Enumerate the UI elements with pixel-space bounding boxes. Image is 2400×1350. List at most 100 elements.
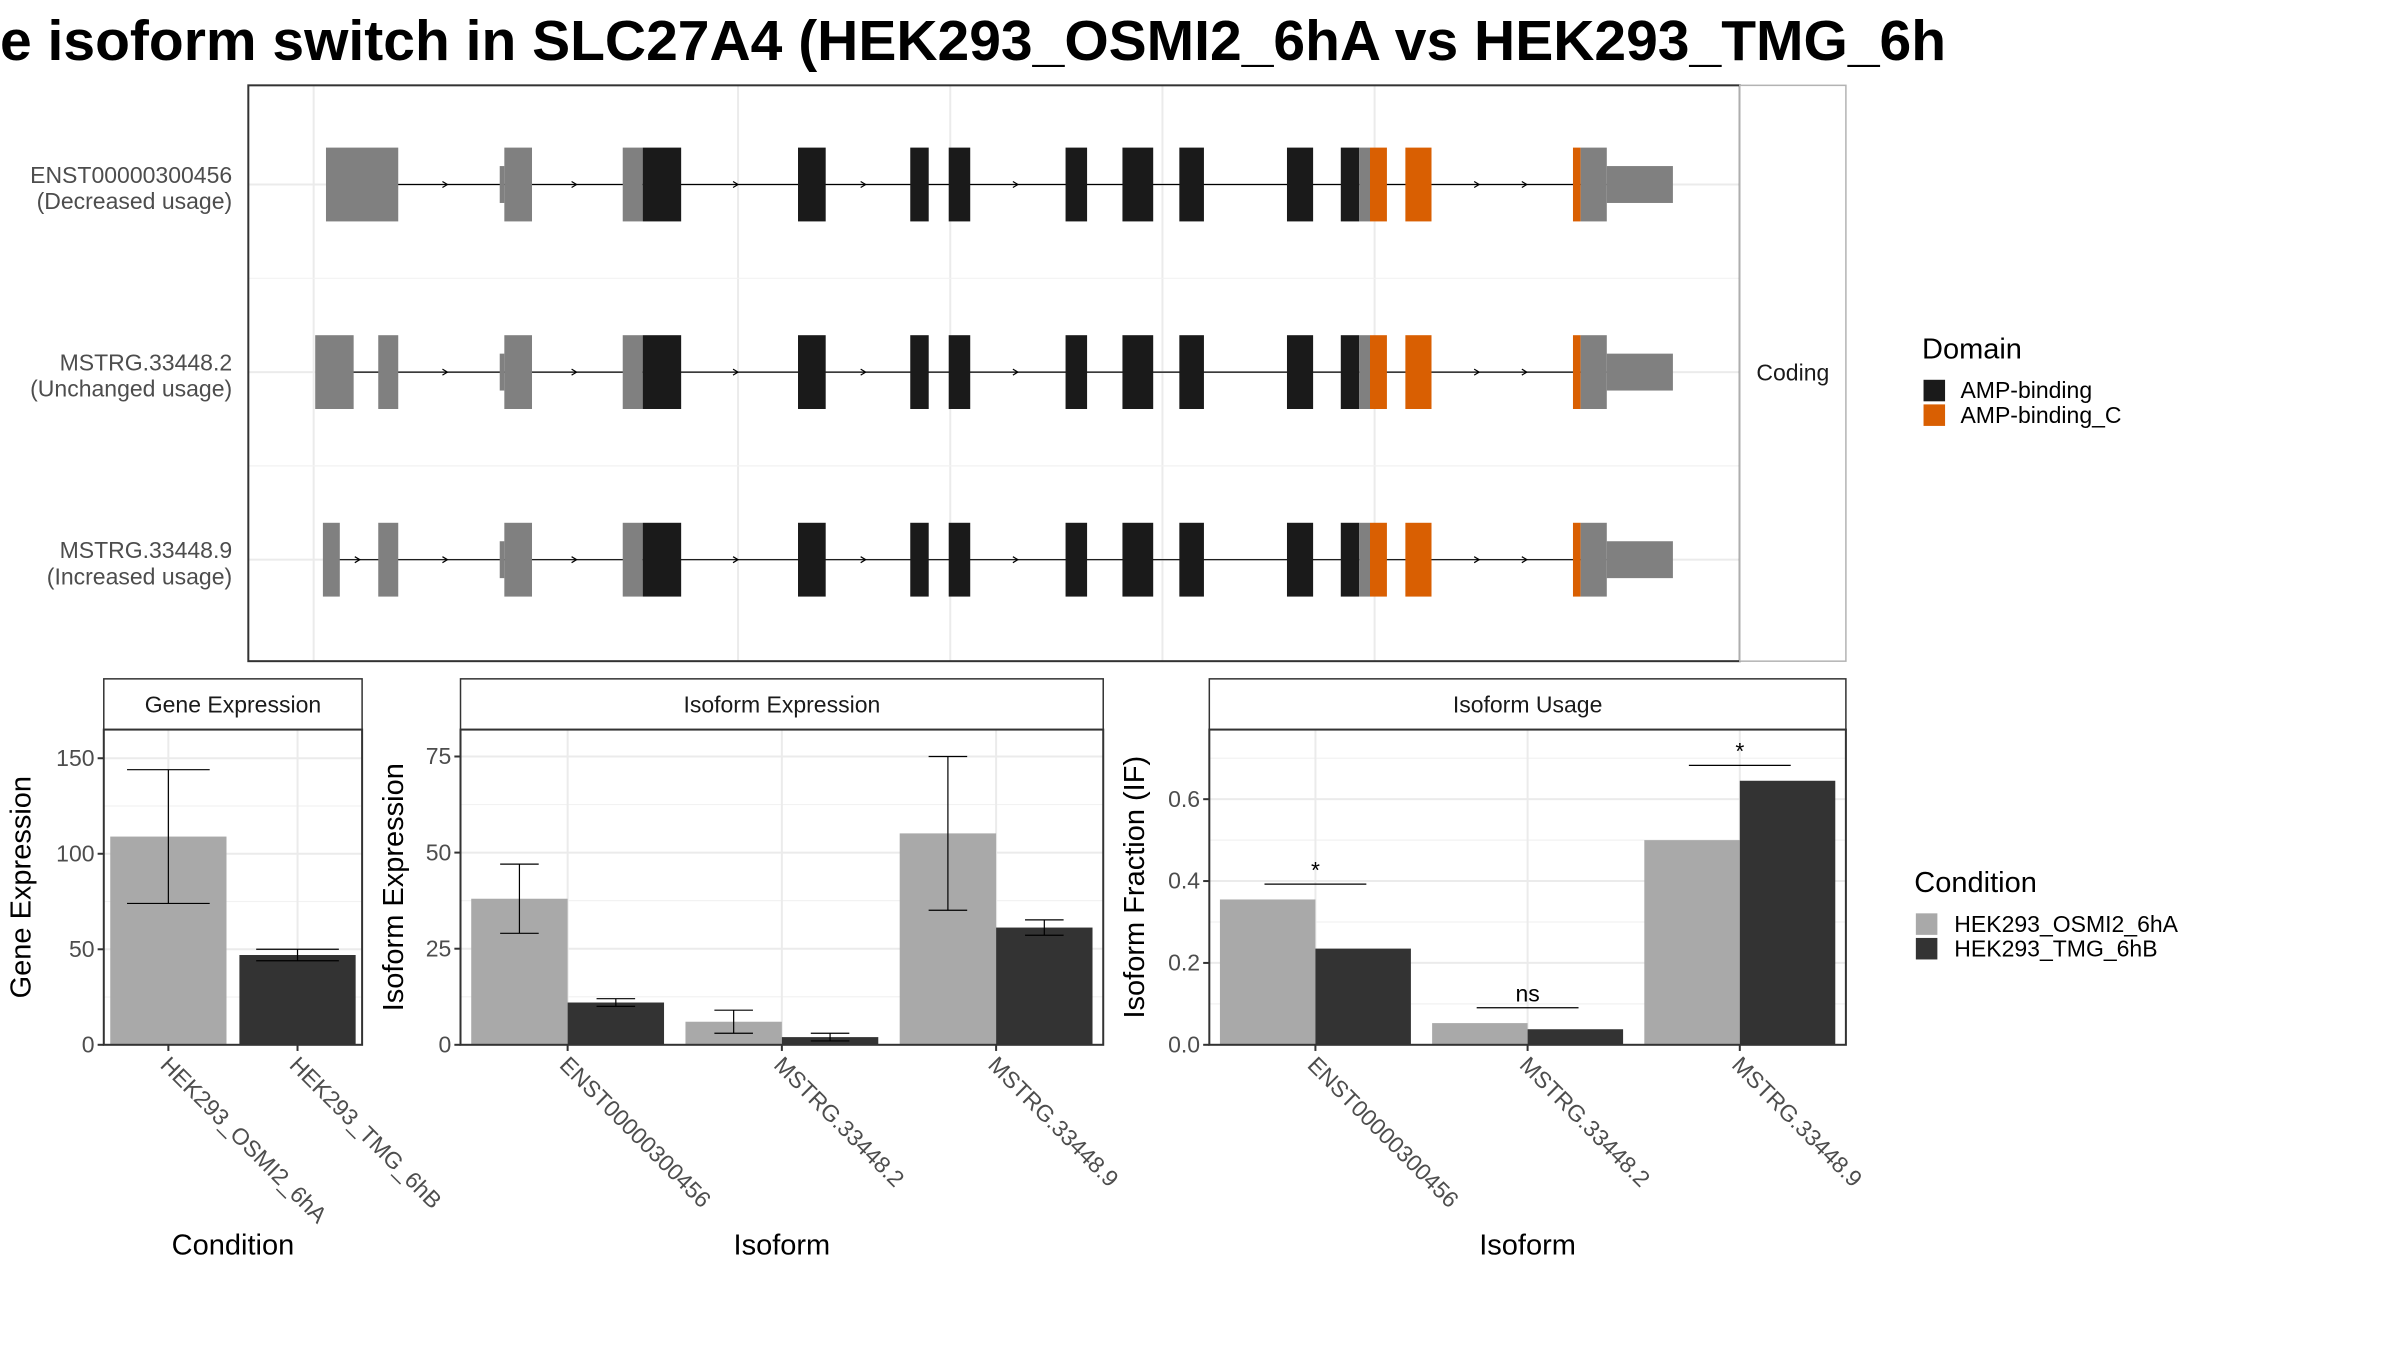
bar <box>567 1002 665 1045</box>
x-tick-label: ENST00000300456 <box>555 1051 716 1212</box>
panel-strip <box>1208 678 1847 731</box>
exon-amp-binding <box>1122 147 1154 222</box>
isoform-usage-panel: Isoform Usage * ns * 0.0 0.2 0.4 0.6 ENST0000030… <box>1119 678 1867 1262</box>
exon-utr <box>1359 522 1371 597</box>
exon-amp-binding <box>948 522 971 597</box>
exon-utr <box>378 335 399 410</box>
exon-amp-binding <box>798 335 826 410</box>
exon-amp-binding-c <box>1370 147 1387 222</box>
exon-amp-binding <box>1122 522 1154 597</box>
exon-utr <box>1580 335 1607 410</box>
isoform-usage-label: (Unchanged usage) <box>30 376 232 402</box>
exon-amp-binding <box>798 522 826 597</box>
error-bar <box>810 1032 850 1042</box>
strand-arrow <box>1521 556 1529 564</box>
significance-label: ns <box>1515 981 1539 1007</box>
exon-amp-binding <box>910 147 929 222</box>
condition-legend-title: Condition <box>1914 867 2037 899</box>
transcript-track <box>325 147 1673 222</box>
y-tick-label: 25 <box>426 935 452 961</box>
exon-amp-binding <box>1286 522 1314 597</box>
exon-utr <box>504 147 533 222</box>
exon-amp-binding <box>642 147 682 222</box>
y-axis-title: Isoform Expression <box>378 763 410 1011</box>
isoform-usage-label: (Decreased usage) <box>37 188 233 214</box>
exon-utr <box>1359 335 1371 410</box>
strand-arrow <box>1012 368 1020 376</box>
exon-utr <box>322 522 340 597</box>
exon-utr <box>499 166 505 203</box>
exon-amp-binding-c <box>1572 522 1581 597</box>
condition-legend-key <box>1915 937 1938 960</box>
strand-arrow <box>442 180 449 189</box>
exon-utr <box>1606 166 1673 203</box>
y-tick-label: 0 <box>82 1031 95 1057</box>
y-tick-label: 100 <box>56 840 94 866</box>
bar <box>1527 1029 1624 1045</box>
y-tick-label: 75 <box>426 743 452 769</box>
condition-legend-key <box>1915 913 1938 935</box>
x-tick-label: MSTRG.33448.9 <box>1727 1051 1867 1191</box>
strand-arrow <box>1473 180 1481 189</box>
bar <box>1644 840 1740 1045</box>
exon-utr <box>315 335 354 410</box>
significance-label: * <box>1735 738 1744 764</box>
y-axis-title: Gene Expression <box>6 776 38 998</box>
error-bar <box>928 755 968 911</box>
transcript-track <box>315 335 1673 410</box>
x-tick-label: MSTRG.33448.2 <box>769 1051 909 1191</box>
y-tick-label: 0.6 <box>1168 786 1200 812</box>
strand-arrow <box>442 368 449 376</box>
strand-arrow <box>354 556 361 564</box>
exon-amp-binding-c <box>1370 522 1387 597</box>
exon-utr <box>622 522 643 597</box>
exon-utr <box>622 147 643 222</box>
error-bar <box>256 948 339 962</box>
facet-strip-label: Coding <box>1756 360 1829 386</box>
strand-arrow <box>732 556 740 564</box>
strand-arrow <box>860 556 867 564</box>
strand-arrow <box>1521 180 1529 189</box>
y-axis-title: Isoform Fraction (IF) <box>1119 756 1151 1019</box>
error-bar <box>500 863 539 934</box>
condition-legend-label: HEK293_TMG_6hB <box>1954 935 2157 961</box>
strand-arrow <box>860 368 867 376</box>
domain-legend-key <box>1923 404 1946 426</box>
domain-legend-label: AMP-binding <box>1960 377 2092 403</box>
error-bar <box>127 769 210 905</box>
exon-amp-binding <box>1340 147 1360 222</box>
exon-utr <box>1580 522 1607 597</box>
exon-utr <box>622 335 643 410</box>
strand-arrow <box>1012 556 1020 564</box>
isoform-usage-label: (Increased usage) <box>47 563 232 589</box>
condition-legend-label: HEK293_OSMI2_6hA <box>1954 911 2178 937</box>
bar <box>996 927 1093 1045</box>
panel-border <box>102 728 364 1046</box>
strand-arrow <box>1473 368 1481 376</box>
exon-utr <box>1606 353 1673 391</box>
y-tick-label: 50 <box>426 839 452 865</box>
exon-amp-binding <box>1286 147 1314 222</box>
exon-utr <box>378 522 399 597</box>
strand-arrow <box>732 368 740 376</box>
exon-utr <box>504 335 533 410</box>
transcript-track <box>322 522 1673 597</box>
exon-amp-binding-c <box>1572 335 1581 410</box>
panel-title: Isoform Expression <box>683 692 880 718</box>
isoform-name-label: MSTRG.33448.9 <box>60 537 233 563</box>
exon-amp-binding-c <box>1572 147 1581 222</box>
exon-amp-binding-c <box>1405 335 1432 410</box>
exon-amp-binding <box>1065 335 1088 410</box>
exon-amp-binding-c <box>1370 335 1387 410</box>
x-axis-title: Isoform <box>734 1230 831 1262</box>
isoform-name-label: MSTRG.33448.2 <box>60 350 233 376</box>
bar <box>1739 780 1836 1045</box>
domain-legend-title: Domain <box>1922 333 2022 365</box>
isoform-expression-panel: Isoform Expression 0 25 50 75 ENST00000300456… <box>378 678 1124 1262</box>
domain-legend-label: AMP-binding_C <box>1960 402 2121 428</box>
exon-amp-binding <box>1179 522 1204 597</box>
panel-strip <box>103 678 363 731</box>
exon-amp-binding <box>1065 522 1088 597</box>
